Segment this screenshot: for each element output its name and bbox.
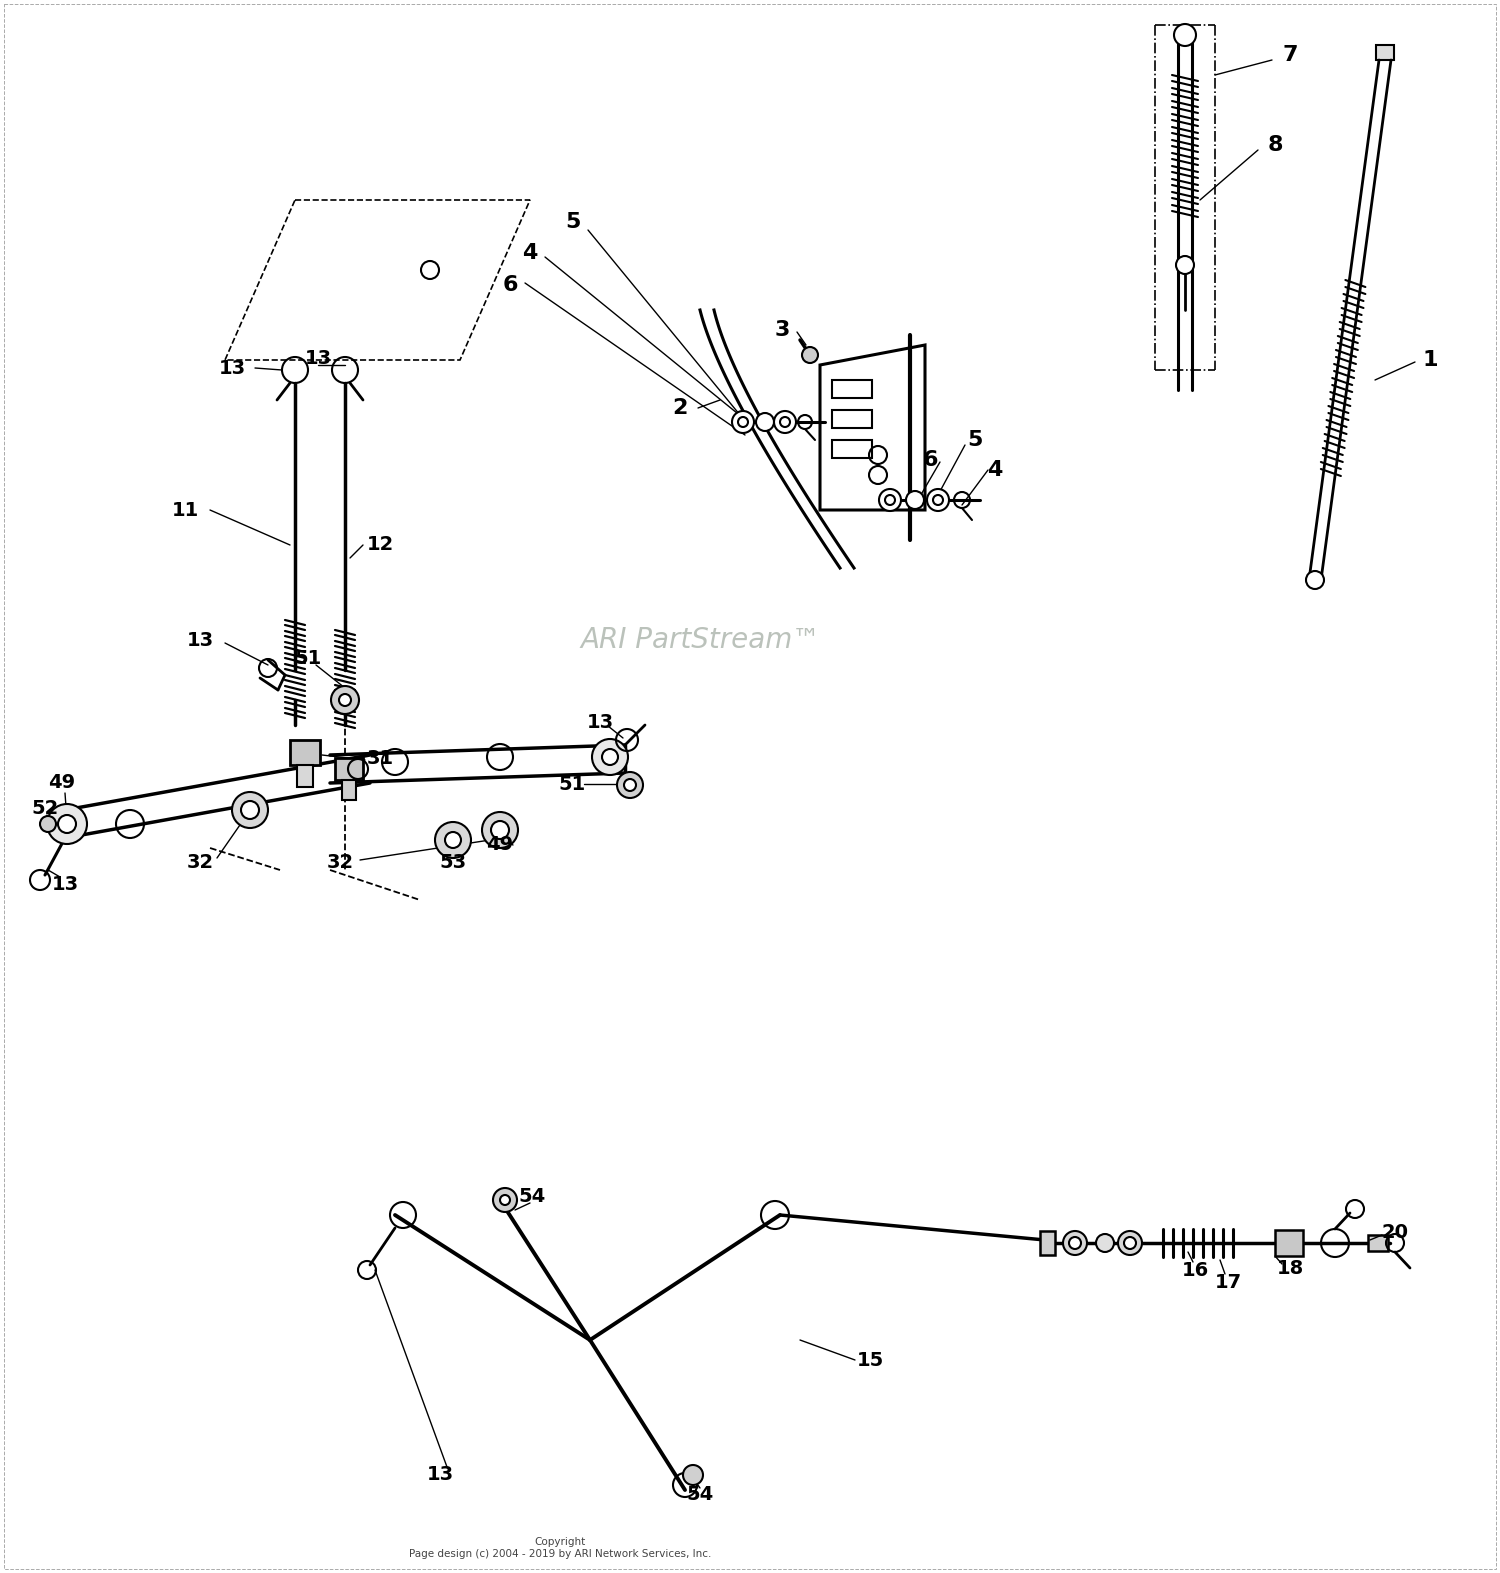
Text: 54: 54 (687, 1485, 714, 1504)
Bar (833, 440, 872, 458)
Circle shape (906, 491, 924, 510)
Text: 5: 5 (566, 212, 580, 231)
Circle shape (879, 489, 902, 511)
Bar (334, 758, 363, 780)
Text: 18: 18 (1276, 1258, 1304, 1277)
Circle shape (482, 812, 518, 848)
Circle shape (592, 739, 628, 775)
Text: 53: 53 (440, 853, 466, 871)
Circle shape (616, 772, 644, 798)
Bar (1368, 1235, 1388, 1251)
Circle shape (756, 414, 774, 431)
Text: 49: 49 (48, 774, 75, 793)
Text: 49: 49 (486, 835, 513, 854)
Circle shape (1176, 256, 1194, 274)
Text: 5: 5 (968, 429, 982, 450)
Text: 4: 4 (522, 242, 537, 263)
Circle shape (242, 801, 260, 820)
Bar (290, 739, 320, 764)
Circle shape (46, 804, 87, 845)
Text: 2: 2 (672, 398, 687, 418)
Circle shape (232, 791, 268, 827)
Circle shape (490, 821, 508, 838)
Circle shape (435, 823, 471, 857)
Circle shape (732, 411, 754, 433)
Text: 20: 20 (1382, 1222, 1408, 1241)
Circle shape (446, 832, 460, 848)
Text: 12: 12 (366, 535, 393, 555)
Text: 13: 13 (586, 713, 613, 731)
Text: 6: 6 (503, 275, 518, 296)
Circle shape (933, 495, 944, 505)
Circle shape (1174, 24, 1196, 46)
Circle shape (339, 694, 351, 706)
Text: 3: 3 (774, 319, 789, 340)
Circle shape (40, 816, 56, 832)
Circle shape (422, 261, 440, 278)
Text: 15: 15 (856, 1351, 883, 1370)
Text: 31: 31 (366, 749, 393, 768)
Bar (1040, 1232, 1054, 1255)
Text: 13: 13 (304, 349, 332, 368)
Circle shape (927, 489, 950, 511)
Circle shape (682, 1464, 703, 1485)
Text: 54: 54 (519, 1186, 546, 1205)
Text: 51: 51 (294, 648, 321, 667)
Circle shape (1306, 571, 1324, 588)
Circle shape (1118, 1232, 1142, 1255)
Text: 13: 13 (51, 876, 78, 895)
Text: 4: 4 (987, 459, 1002, 480)
Bar (833, 411, 872, 428)
Circle shape (500, 1195, 510, 1205)
Text: 32: 32 (327, 853, 354, 871)
Circle shape (1064, 1232, 1088, 1255)
Text: 6: 6 (922, 450, 938, 470)
Circle shape (58, 815, 76, 834)
Circle shape (494, 1188, 517, 1213)
Text: 13: 13 (219, 359, 246, 378)
Circle shape (885, 495, 896, 505)
Bar (1376, 46, 1394, 60)
Circle shape (1070, 1236, 1082, 1249)
Text: 52: 52 (32, 799, 58, 818)
Text: ARI PartStream™: ARI PartStream™ (580, 626, 820, 654)
Circle shape (1096, 1233, 1114, 1252)
Bar (297, 764, 314, 786)
Text: 51: 51 (558, 774, 585, 793)
Text: 1: 1 (1422, 351, 1437, 370)
Text: 13: 13 (426, 1466, 453, 1485)
Text: 11: 11 (171, 500, 198, 519)
Circle shape (332, 686, 358, 714)
Circle shape (624, 779, 636, 791)
Circle shape (602, 749, 618, 764)
Circle shape (802, 348, 818, 363)
Text: 17: 17 (1215, 1273, 1242, 1291)
Circle shape (780, 417, 790, 426)
Bar (833, 381, 872, 398)
Text: 16: 16 (1182, 1260, 1209, 1279)
Circle shape (774, 411, 796, 433)
Text: 32: 32 (186, 853, 213, 871)
Circle shape (1124, 1236, 1136, 1249)
Bar (342, 780, 355, 801)
Text: 13: 13 (186, 631, 213, 650)
Text: Copyright
Page design (c) 2004 - 2019 by ARI Network Services, Inc.: Copyright Page design (c) 2004 - 2019 by… (410, 1537, 711, 1559)
Bar (1275, 1230, 1304, 1255)
Circle shape (738, 417, 748, 426)
Text: 8: 8 (1268, 135, 1282, 156)
Text: 7: 7 (1282, 46, 1298, 64)
